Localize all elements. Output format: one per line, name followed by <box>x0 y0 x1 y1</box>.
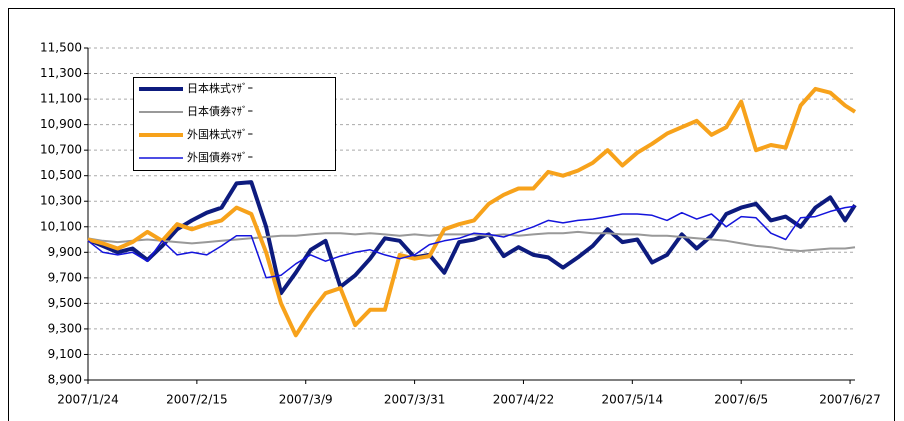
legend-box <box>133 77 336 171</box>
y-tick-label: 10,500 <box>40 168 82 182</box>
series-line <box>87 230 856 252</box>
y-tick-label: 11,100 <box>40 92 82 106</box>
series-line <box>87 180 857 296</box>
series-line <box>87 86 857 338</box>
x-tick-label: 2007/1/24 <box>57 393 119 407</box>
y-tick-label: 9,100 <box>48 347 82 361</box>
legend: 日本株式ﾏｻﾞｰ 日本債券ﾏｻﾞｰ 外国株式ﾏｻﾞｰ 外国債券ﾏｻﾞｰ <box>133 77 336 171</box>
y-tick-label: 10,100 <box>40 219 82 233</box>
x-tick-label: 2007/4/22 <box>493 393 555 407</box>
y-tick-label: 8,900 <box>48 373 82 387</box>
x-tick-label: 2007/5/14 <box>602 393 664 407</box>
y-tick-label: 10,300 <box>40 194 82 208</box>
y-tick-label: 10,700 <box>40 143 82 157</box>
y-tick-label: 11,500 <box>40 41 82 55</box>
x-tick-label: 2007/6/27 <box>819 393 881 407</box>
x-tick-label: 2007/3/31 <box>384 393 446 407</box>
y-tick-label: 9,300 <box>48 321 82 335</box>
y-tick-label: 10,900 <box>40 117 82 131</box>
y-tick-label: 9,700 <box>48 270 82 284</box>
series-line <box>87 205 856 279</box>
y-tick-label: 9,900 <box>48 245 82 259</box>
y-tick-label: 9,500 <box>48 296 82 310</box>
legend-label: 外国債券ﾏｻﾞｰ <box>187 150 253 164</box>
y-tick-label: 11,300 <box>40 66 82 80</box>
legend-label: 日本債券ﾏｻﾞｰ <box>187 104 253 118</box>
x-tick-label: 2007/2/15 <box>166 393 228 407</box>
legend-label: 日本株式ﾏｻﾞｰ <box>187 81 253 95</box>
chart-frame <box>8 8 895 421</box>
legend-label: 外国株式ﾏｻﾞｰ <box>187 127 253 141</box>
x-tick-label: 2007/6/5 <box>714 393 768 407</box>
x-tick-label: 2007/3/9 <box>279 393 333 407</box>
